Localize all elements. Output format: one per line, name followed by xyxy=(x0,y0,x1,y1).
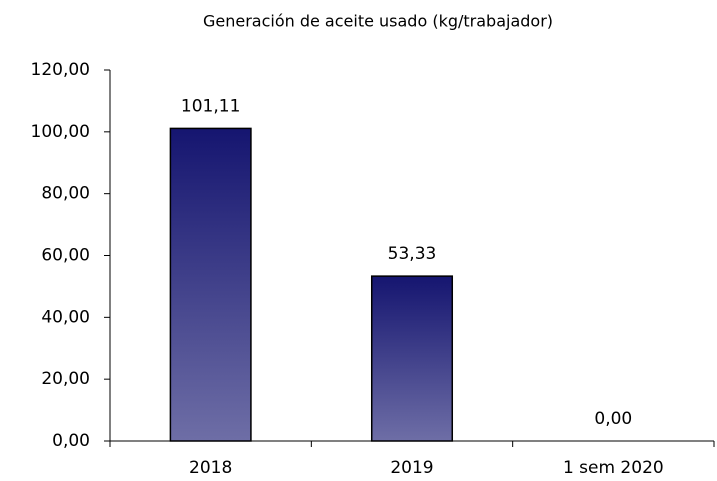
y-tick-label: 20,00 xyxy=(41,369,90,389)
y-tick-label: 80,00 xyxy=(41,184,90,204)
y-tick-label: 120,00 xyxy=(31,60,90,80)
value-label: 0,00 xyxy=(594,409,632,429)
y-tick-label: 100,00 xyxy=(31,122,90,142)
y-tick-label: 40,00 xyxy=(41,307,90,327)
bar xyxy=(370,275,454,442)
chart-title: Generación de aceite usado (kg/trabajado… xyxy=(203,12,553,31)
x-tick-label: 1 sem 2020 xyxy=(563,458,664,478)
value-label: 53,33 xyxy=(388,244,437,264)
value-label: 101,11 xyxy=(181,96,240,116)
bar xyxy=(169,127,252,442)
x-tick-label: 2019 xyxy=(390,458,433,478)
y-tick-label: 0,00 xyxy=(52,431,90,451)
x-tick-label: 2018 xyxy=(189,458,232,478)
y-tick-label: 60,00 xyxy=(41,246,90,266)
